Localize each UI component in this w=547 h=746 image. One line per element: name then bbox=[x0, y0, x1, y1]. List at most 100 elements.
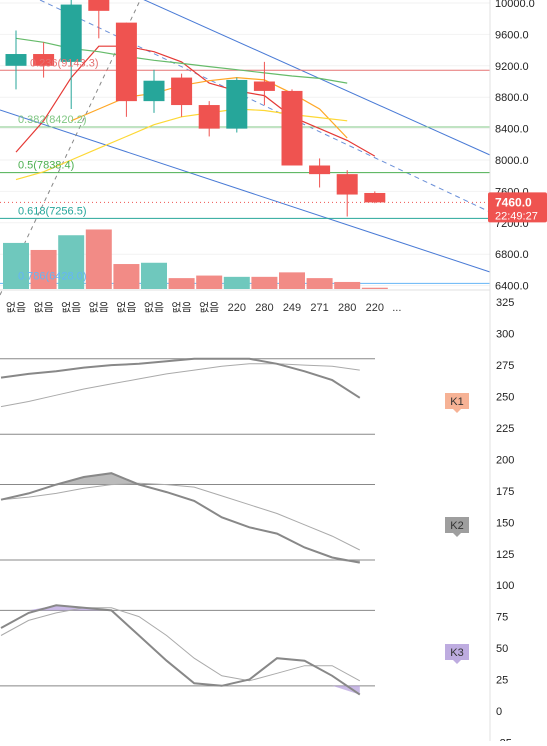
x-axis-label: 280 bbox=[255, 302, 273, 314]
x-axis-label: 220 bbox=[366, 302, 384, 314]
indicator-axis-label: 150 bbox=[496, 517, 514, 529]
indicator-axis-label: 175 bbox=[496, 486, 514, 498]
current-price-countdown: 22:49:27 bbox=[495, 210, 538, 222]
price-axis-label: 6800.0 bbox=[495, 249, 529, 261]
volume-bar bbox=[30, 249, 57, 289]
x-axis-label: 249 bbox=[283, 302, 301, 314]
indicator-main-line bbox=[0, 472, 360, 564]
volume-bar bbox=[251, 276, 278, 289]
candle-body bbox=[364, 192, 386, 203]
indicator-axis-label: 125 bbox=[496, 549, 514, 561]
fib-level-label: 0.5(7838.4) bbox=[18, 160, 74, 172]
candle[interactable] bbox=[309, 158, 331, 188]
price-axis-label: 10000.0 bbox=[495, 0, 535, 10]
indicator-badge-shape bbox=[445, 393, 469, 413]
candle-body bbox=[88, 0, 110, 11]
volume-bar bbox=[361, 287, 388, 289]
indicator-axis-label: 200 bbox=[496, 454, 514, 466]
indicator-label-badge[interactable]: K3 bbox=[445, 644, 469, 664]
indicator-panel: K1 bbox=[0, 357, 469, 435]
indicator-axis-label: 0 bbox=[496, 706, 502, 718]
indicator-main-line bbox=[0, 357, 361, 399]
x-axis-label: 없음 bbox=[171, 301, 191, 314]
x-axis-label: 280 bbox=[338, 302, 356, 314]
moving-average-line bbox=[15, 45, 376, 157]
candle-body bbox=[198, 105, 220, 129]
indicator-axis-label: 325 bbox=[496, 297, 514, 309]
indicator-axis-label: 50 bbox=[496, 643, 508, 655]
candle-body bbox=[171, 77, 193, 106]
fib-level-label: 0.786(6428.0) bbox=[18, 270, 87, 282]
indicator-label: K2 bbox=[450, 520, 463, 532]
candle-body bbox=[226, 79, 248, 129]
indicator-axis-label: -25 bbox=[496, 737, 512, 741]
indicator-signal-line bbox=[0, 482, 361, 551]
x-axis-label: 없음 bbox=[199, 301, 219, 314]
indicator-signal-line bbox=[0, 363, 360, 408]
indicator-badge-shape bbox=[445, 517, 469, 537]
indicator-label-badge[interactable]: K1 bbox=[445, 393, 469, 413]
volume-bar bbox=[334, 281, 361, 289]
candle[interactable] bbox=[88, 0, 110, 39]
volume-bar bbox=[196, 275, 223, 289]
indicator-main-line bbox=[0, 604, 361, 696]
fib-level-label: 0.618(7256.5) bbox=[18, 205, 87, 217]
current-price-tag: 7460.022:49:27 bbox=[488, 192, 547, 223]
candle-body bbox=[253, 81, 275, 91]
x-axis-label: 없음 bbox=[144, 301, 164, 314]
candle-body bbox=[309, 165, 331, 175]
current-price-tag-bg bbox=[488, 192, 547, 223]
candle[interactable] bbox=[253, 61, 275, 106]
indicator-axis-label: 275 bbox=[496, 360, 514, 372]
x-axis-label: 없음 bbox=[116, 301, 136, 314]
volume-bar bbox=[113, 264, 140, 289]
candle[interactable] bbox=[226, 77, 248, 133]
channel-mid-line bbox=[39, 0, 491, 213]
candle-body bbox=[336, 174, 358, 195]
indicator-panel: K3 bbox=[0, 604, 469, 696]
indicator-label-badge[interactable]: K2 bbox=[445, 517, 469, 537]
indicator-axis-label: 100 bbox=[496, 580, 514, 592]
volume-bar bbox=[85, 229, 112, 289]
candle[interactable] bbox=[364, 191, 386, 204]
current-price-value: 7460.0 bbox=[495, 195, 532, 209]
indicator-axis-label: 250 bbox=[496, 392, 514, 404]
indicator-badge-shape bbox=[445, 644, 469, 664]
volume-bar bbox=[168, 278, 195, 289]
indicator-axis-label: 75 bbox=[496, 612, 508, 624]
candle-body bbox=[143, 80, 165, 102]
price-axis-label: 8800.0 bbox=[495, 92, 529, 104]
volume-bar bbox=[3, 242, 29, 289]
candle[interactable] bbox=[5, 30, 27, 90]
price-axis-label: 9600.0 bbox=[495, 29, 529, 41]
candle[interactable] bbox=[33, 42, 55, 78]
volume-bar bbox=[141, 262, 167, 289]
candle[interactable] bbox=[336, 170, 358, 217]
x-axis-label: 없음 bbox=[89, 301, 109, 314]
channel-upper-line bbox=[143, 0, 491, 156]
price-axis-label: 6400.0 bbox=[495, 281, 529, 293]
candle-body bbox=[5, 54, 27, 66]
indicator-axis-label: 225 bbox=[496, 423, 514, 435]
candle[interactable] bbox=[171, 73, 193, 117]
x-axis-label: 없음 bbox=[61, 301, 81, 314]
x-axis-label: 없음 bbox=[6, 301, 26, 314]
candle-body bbox=[115, 22, 137, 102]
channel-lower-line bbox=[0, 109, 491, 273]
candle[interactable] bbox=[198, 101, 220, 137]
price-axis-label: 9200.0 bbox=[495, 61, 529, 73]
volume-bar bbox=[279, 272, 305, 289]
price-axis-label: 8000.0 bbox=[495, 155, 529, 167]
candle[interactable] bbox=[143, 69, 165, 113]
indicator-label: K1 bbox=[450, 396, 463, 408]
indicator-signal-line bbox=[0, 607, 361, 682]
candle-body bbox=[60, 4, 82, 62]
x-axis-label: 없음 bbox=[33, 301, 53, 314]
candle[interactable] bbox=[60, 0, 82, 109]
candle[interactable] bbox=[115, 22, 137, 117]
indicator-axis-label: 300 bbox=[496, 329, 514, 341]
candle[interactable] bbox=[281, 89, 303, 166]
volume-bar bbox=[58, 235, 85, 289]
